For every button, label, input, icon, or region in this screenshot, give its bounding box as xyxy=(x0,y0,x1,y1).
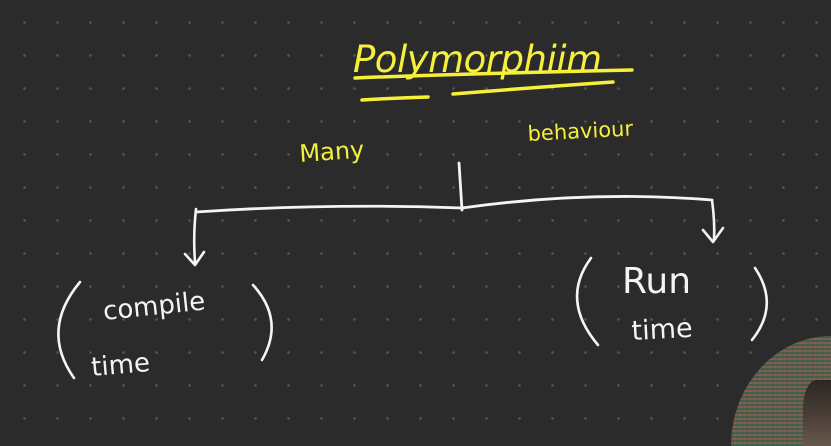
left-arrow-head xyxy=(183,250,206,267)
title-underline xyxy=(353,68,634,80)
right-branch-line xyxy=(710,198,716,242)
tree-branch xyxy=(194,195,714,214)
left-close-paren xyxy=(251,283,273,362)
word-behaviour: behaviour xyxy=(527,116,634,146)
word-many: Many xyxy=(298,136,365,168)
right-open-paren xyxy=(575,256,600,347)
title-underline-left xyxy=(360,95,430,102)
right-close-paren xyxy=(750,266,769,342)
right-arrow-head xyxy=(701,226,725,244)
label-run: Run xyxy=(622,261,691,302)
tree-stem xyxy=(457,161,464,212)
left-branch-line xyxy=(192,207,198,264)
left-open-paren xyxy=(57,280,82,380)
label-compile: compile xyxy=(102,286,207,327)
presenter-figure xyxy=(803,380,831,446)
label-compile-time: time xyxy=(90,348,151,383)
label-run-time: time xyxy=(631,313,694,347)
title-underline-right xyxy=(451,80,615,96)
